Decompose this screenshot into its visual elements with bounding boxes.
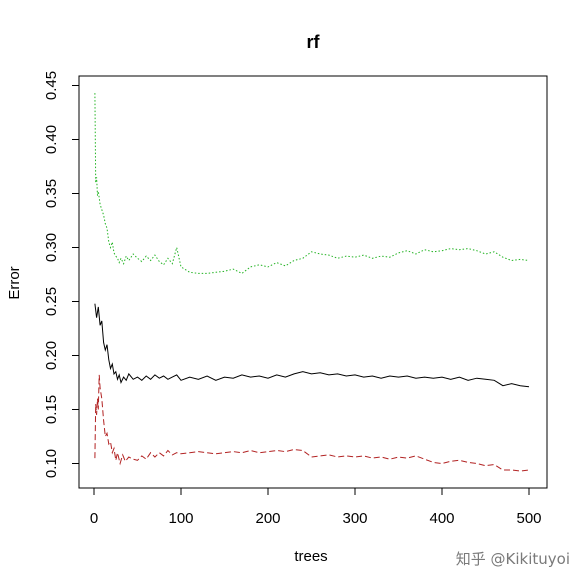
x-axis-label: trees xyxy=(294,548,327,565)
y-tick-label: 0.45 xyxy=(43,71,60,100)
y-axis-label: Error xyxy=(6,266,23,299)
y-axis: 0.10 0.15 0.20 0.25 0.30 0.35 0.40 0.45 xyxy=(43,71,80,478)
x-tick-label: 100 xyxy=(168,510,193,527)
x-tick-label: 400 xyxy=(429,510,454,527)
x-tick-label: 300 xyxy=(342,510,367,527)
x-axis: 0 100 200 300 400 500 xyxy=(90,487,542,527)
y-tick-label: 0.15 xyxy=(43,395,60,424)
series-line-1 xyxy=(94,303,530,388)
y-tick-label: 0.25 xyxy=(43,287,60,316)
series-line-3 xyxy=(94,93,530,274)
x-tick-label: 200 xyxy=(255,510,280,527)
y-tick-label: 0.35 xyxy=(43,179,60,208)
y-tick-label: 0.40 xyxy=(43,125,60,154)
series-layer xyxy=(94,93,530,472)
y-tick-label: 0.20 xyxy=(43,341,60,370)
series-line-2 xyxy=(94,374,530,472)
chart-title: rf xyxy=(307,32,321,52)
y-tick-label: 0.10 xyxy=(43,449,60,478)
y-tick-label: 0.30 xyxy=(43,233,60,262)
x-tick-label: 500 xyxy=(516,510,541,527)
x-tick-label: 0 xyxy=(90,510,98,527)
watermark: 知乎 @Kikituyoi xyxy=(456,550,570,568)
plot-frame xyxy=(78,75,548,489)
